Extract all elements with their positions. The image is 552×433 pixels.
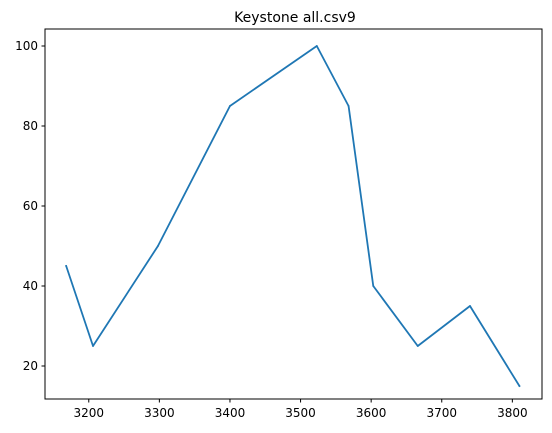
chart-title: Keystone all.csv9 — [234, 10, 356, 26]
y-tick-label: 100 — [15, 39, 38, 53]
y-tick-label: 60 — [23, 199, 38, 213]
x-tick-label: 3500 — [285, 406, 316, 420]
y-tick-label: 40 — [23, 279, 38, 293]
x-tick-label: 3300 — [144, 406, 175, 420]
x-tick-label: 3800 — [497, 406, 528, 420]
data-point — [372, 285, 375, 287]
data-point — [315, 45, 318, 47]
x-tick-label: 3400 — [215, 406, 246, 420]
x-tick-label: 3600 — [356, 406, 387, 420]
data-point — [518, 385, 521, 387]
data-point — [157, 245, 159, 247]
y-tick-label: 80 — [23, 119, 38, 133]
data-point — [416, 345, 419, 347]
y-tick-label: 20 — [23, 359, 38, 373]
data-point — [229, 105, 231, 107]
series-layer — [65, 45, 521, 388]
data-point — [92, 345, 94, 347]
plot-area-frame — [44, 28, 543, 400]
x-tick-label: 3200 — [73, 406, 104, 420]
data-point — [469, 305, 471, 307]
x-tick-label: 3700 — [426, 406, 457, 420]
data-point — [347, 105, 350, 107]
axis-ticks: 3200 3300 3400 3500 3600 3700 3800 20 40 60 80 100 — [15, 39, 528, 420]
data-point — [65, 265, 68, 267]
series-line — [65, 45, 521, 388]
